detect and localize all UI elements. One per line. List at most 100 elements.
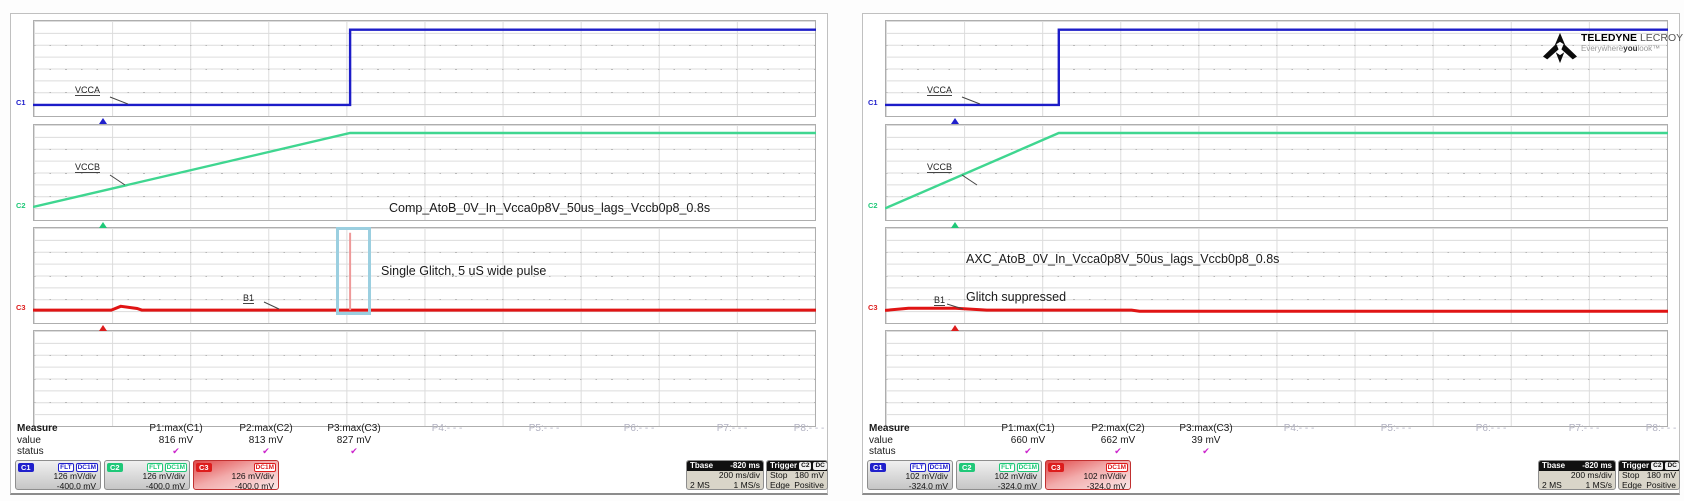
param-value: 813 mV [248, 435, 284, 446]
measure-param-p3[interactable]: P3:max(C3) 827 mV ✔ [309, 423, 399, 456]
waveform-grid-c2 [885, 124, 1668, 221]
channel-descriptor-c3[interactable]: C3 DC1M 102 mV/div -324.0 mV [1045, 460, 1131, 490]
dc1m-badge: DC1M [927, 462, 950, 472]
timebase-descriptor[interactable]: Tbase -820 ms 200 ms/div 2 MS 1 MS/s [1538, 460, 1616, 490]
trace-c2 [885, 131, 1668, 210]
param-status-check: ✔ [262, 446, 270, 456]
measure-param-p7[interactable]: P7:- - - [687, 423, 777, 434]
trigger-mode: Stop [770, 470, 788, 480]
measure-row-status: status [17, 446, 44, 457]
channel-offset: -324.0 mV [908, 480, 948, 490]
waveform-grid-c3 [885, 227, 1668, 324]
measure-param-p8[interactable]: P8:- - - [1616, 423, 1684, 434]
label-leader-line [109, 96, 129, 105]
param-label: P4:- - - [1283, 423, 1315, 434]
label-leader-line [263, 301, 280, 310]
waveform-grid-c1 [885, 20, 1668, 117]
tbase-label: Tbase [1542, 461, 1566, 470]
measure-param-p3[interactable]: P3:max(C3) 39 mV ✔ [1161, 423, 1251, 456]
trigger-source-badge: C2 [799, 462, 812, 470]
measure-param-p2[interactable]: P2:max(C2) 662 mV ✔ [1073, 423, 1163, 456]
measure-row-status: status [869, 446, 896, 457]
measure-param-p2[interactable]: P2:max(C2) 813 mV ✔ [221, 423, 311, 456]
oscilloscope-capture-left: VCCA VCCB B1 Comp_AtoB_0V_In_Vcca0p8V_50… [10, 13, 828, 495]
param-label: P6:- - - [1475, 423, 1507, 434]
channel-scale: 126 mV/div [231, 471, 274, 481]
measure-param-p5[interactable]: P5:- - - [1351, 423, 1441, 434]
channel-zero-marker-c2: C2 [16, 201, 26, 210]
param-label: P2:max(C2) [1091, 423, 1145, 434]
channel-descriptor-c1[interactable]: C1 FLT DC1M 126 mV/div -400.0 mV [15, 460, 101, 490]
measure-param-p4[interactable]: P4:- - - [402, 423, 492, 434]
trace-c3 [33, 304, 816, 312]
trigger-level: 180 mV [794, 470, 824, 480]
trigger-descriptor[interactable]: Trigger C2 DC Stop 180 mV Edge Positive [766, 460, 828, 490]
measure-row-value: value [869, 435, 893, 446]
channel-descriptor-c1[interactable]: C1 FLT DC1M 102 mV/div -324.0 mV [867, 460, 953, 490]
channel-scale: 102 mV/div [1083, 471, 1126, 481]
trace-label-vccb: VCCB [927, 162, 953, 173]
tbase-delay: -820 ms [1582, 461, 1612, 470]
param-label: P6:- - - [623, 423, 655, 434]
trace-label-b1: B1 [243, 293, 255, 304]
waveform-grid-empty [885, 330, 1668, 427]
trace-c3 [885, 306, 1668, 313]
channel-descriptor-c3[interactable]: C3 DC1M 126 mV/div -400.0 mV [193, 460, 279, 490]
measure-param-p6[interactable]: P6:- - - [1446, 423, 1536, 434]
trace-label-vcca: VCCA [75, 85, 101, 96]
param-status-check: ✔ [1024, 446, 1032, 456]
annotation-title: AXC_AtoB_0V_In_Vcca0p8V_50us_lags_Vccb0p… [966, 252, 1280, 266]
measure-param-p4[interactable]: P4:- - - [1254, 423, 1344, 434]
channel-zero-marker-c3: C3 [868, 303, 878, 312]
oscilloscope-capture-right: TELEDYNE LECROY Everywhereyoulook™ VCCA … [862, 13, 1683, 495]
measure-param-p6[interactable]: P6:- - - [594, 423, 684, 434]
measure-param-p5[interactable]: P5:- - - [499, 423, 589, 434]
param-value: 660 mV [1010, 435, 1046, 446]
param-label: P3:max(C3) [327, 423, 381, 434]
channel-scale: 126 mV/div [142, 471, 185, 481]
channel-descriptor-c2[interactable]: C2 FLT DC1M 102 mV/div -324.0 mV [956, 460, 1042, 490]
measure-param-p1[interactable]: P1:max(C1) 660 mV ✔ [983, 423, 1073, 456]
label-leader-line [961, 96, 981, 105]
param-value: 662 mV [1100, 435, 1136, 446]
trigger-type: Edge [1622, 479, 1642, 490]
tbase-rate: 1 MS/s [733, 479, 760, 490]
channel-offset: -324.0 mV [997, 480, 1037, 490]
dc1m-badge: DC1M [164, 462, 187, 472]
channel-offset: -324.0 mV [1086, 480, 1126, 490]
channel-tag-c2: C2 [107, 462, 123, 472]
trigger-time-marker-c3 [99, 325, 107, 331]
measure-row-header: Measure [17, 423, 58, 434]
trigger-source-badge: C2 [1651, 462, 1664, 470]
channel-descriptor-row: C1 FLT DC1M 102 mV/div -324.0 mV C2 FLT DC1M 102… [863, 14, 1679, 493]
dc1m-badge: DC1M [1105, 462, 1128, 472]
measure-param-p7[interactable]: P7:- - - [1539, 423, 1629, 434]
trigger-time-marker-c3 [951, 325, 959, 331]
trigger-time-marker-c1 [99, 118, 107, 124]
waveform-grid-empty [33, 330, 816, 427]
measure-param-p1[interactable]: P1:max(C1) 816 mV ✔ [131, 423, 221, 456]
measure-param-columns: P1:max(C1) 660 mV ✔ P2:max(C2) 662 mV ✔ P3:max… [863, 14, 1679, 493]
trigger-mode: Stop [1622, 470, 1640, 480]
channel-scale: 102 mV/div [994, 471, 1037, 481]
timebase-descriptor[interactable]: Tbase -820 ms 200 ms/div 2 MS 1 MS/s [686, 460, 764, 490]
trace-label-vcca: VCCA [927, 85, 953, 96]
trace-c1 [885, 28, 1668, 107]
channel-descriptor-c2[interactable]: C2 FLT DC1M 126 mV/div -400.0 mV [104, 460, 190, 490]
param-label: P1:max(C1) [1001, 423, 1055, 434]
measure-param-p8[interactable]: P8:- - - [764, 423, 854, 434]
tbase-label: Tbase [690, 461, 714, 470]
param-value: 39 mV [1191, 435, 1221, 446]
annotation-glitch-note: Single Glitch, 5 uS wide pulse [381, 264, 547, 278]
channel-scale: 102 mV/div [905, 471, 948, 481]
trigger-level: 180 mV [1646, 470, 1676, 480]
channel-zero-marker-c2: C2 [868, 201, 878, 210]
trigger-descriptor[interactable]: Trigger C2 DC Stop 180 mV Edge Positive [1618, 460, 1680, 490]
tbase-samples: 2 MS [690, 479, 710, 490]
trigger-slope: Positive [1646, 479, 1676, 490]
trigger-time-marker-c1 [951, 118, 959, 124]
channel-zero-marker-c1: C1 [16, 98, 26, 107]
annotation-glitch-note: Glitch suppressed [966, 290, 1067, 304]
glitch-highlight-box [336, 227, 371, 315]
param-label: P4:- - - [431, 423, 463, 434]
